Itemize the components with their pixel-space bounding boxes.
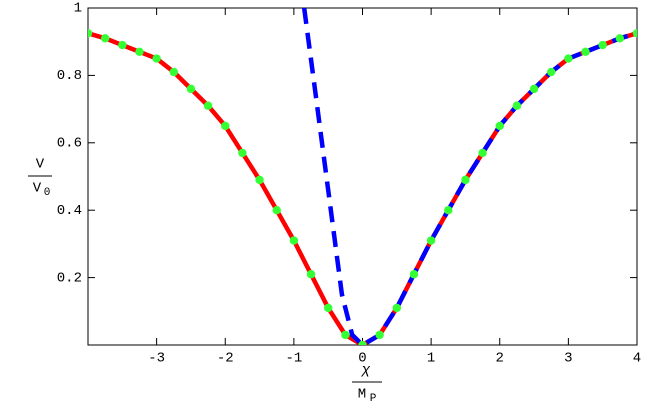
data-point <box>615 34 625 43</box>
data-point <box>341 330 350 340</box>
x-label-numerator: χ <box>361 363 371 379</box>
y-tick-label: 0.4 <box>57 203 82 219</box>
data-point <box>529 84 539 94</box>
data-point <box>118 40 127 50</box>
data-line <box>88 31 637 345</box>
x-tick-label: 1 <box>427 351 435 367</box>
x-tick-label: -2 <box>217 351 234 367</box>
data-point <box>444 206 453 215</box>
x-label-subscript: P <box>370 393 377 404</box>
data-point <box>203 101 213 110</box>
data-point <box>358 340 367 345</box>
data-point <box>306 270 316 279</box>
data-point <box>323 303 333 313</box>
data-point <box>238 148 247 158</box>
data-point <box>375 330 384 340</box>
x-tick-label: 0 <box>358 351 366 367</box>
data-point <box>512 101 522 110</box>
x-tick-label: 2 <box>496 351 504 367</box>
data-point <box>547 67 556 77</box>
data-point <box>255 175 264 185</box>
y-tick-label: 0.6 <box>57 136 82 152</box>
frame <box>87 7 638 346</box>
y-tick-label: 0.2 <box>57 270 82 286</box>
data-point <box>478 148 487 158</box>
data-line <box>301 8 637 345</box>
data-point <box>598 40 607 50</box>
data-point <box>152 54 161 63</box>
y-label-numerator: V <box>36 157 45 173</box>
data-point <box>88 29 93 38</box>
data-point <box>169 67 178 77</box>
x-tick-label: -3 <box>148 351 165 367</box>
x-axis-label: χ M P <box>352 363 382 404</box>
plot-area <box>88 8 637 345</box>
data-point <box>221 121 230 131</box>
y-label-denominator: V <box>33 181 42 197</box>
data-point <box>272 206 281 215</box>
y-tick-label: 1 <box>74 1 82 17</box>
y-label-subscript: 0 <box>44 187 51 199</box>
data-point <box>495 121 504 131</box>
x-label-denominator: M <box>358 387 366 403</box>
data-point <box>289 236 299 245</box>
x-tick-label: 3 <box>564 351 572 367</box>
y-axis-label: V V 0 <box>28 157 52 199</box>
data-point <box>461 175 470 185</box>
x-tick-label: -1 <box>285 351 302 367</box>
data-point <box>581 47 590 57</box>
data-point <box>186 84 196 94</box>
data-point <box>426 236 436 245</box>
y-tick-label: 0.8 <box>57 68 82 84</box>
data-point <box>135 47 144 57</box>
data-point <box>632 29 637 38</box>
data-point <box>409 270 419 279</box>
data-point <box>392 303 402 313</box>
data-point <box>100 34 110 43</box>
x-tick-label: 4 <box>633 351 641 367</box>
data-point <box>564 54 573 63</box>
